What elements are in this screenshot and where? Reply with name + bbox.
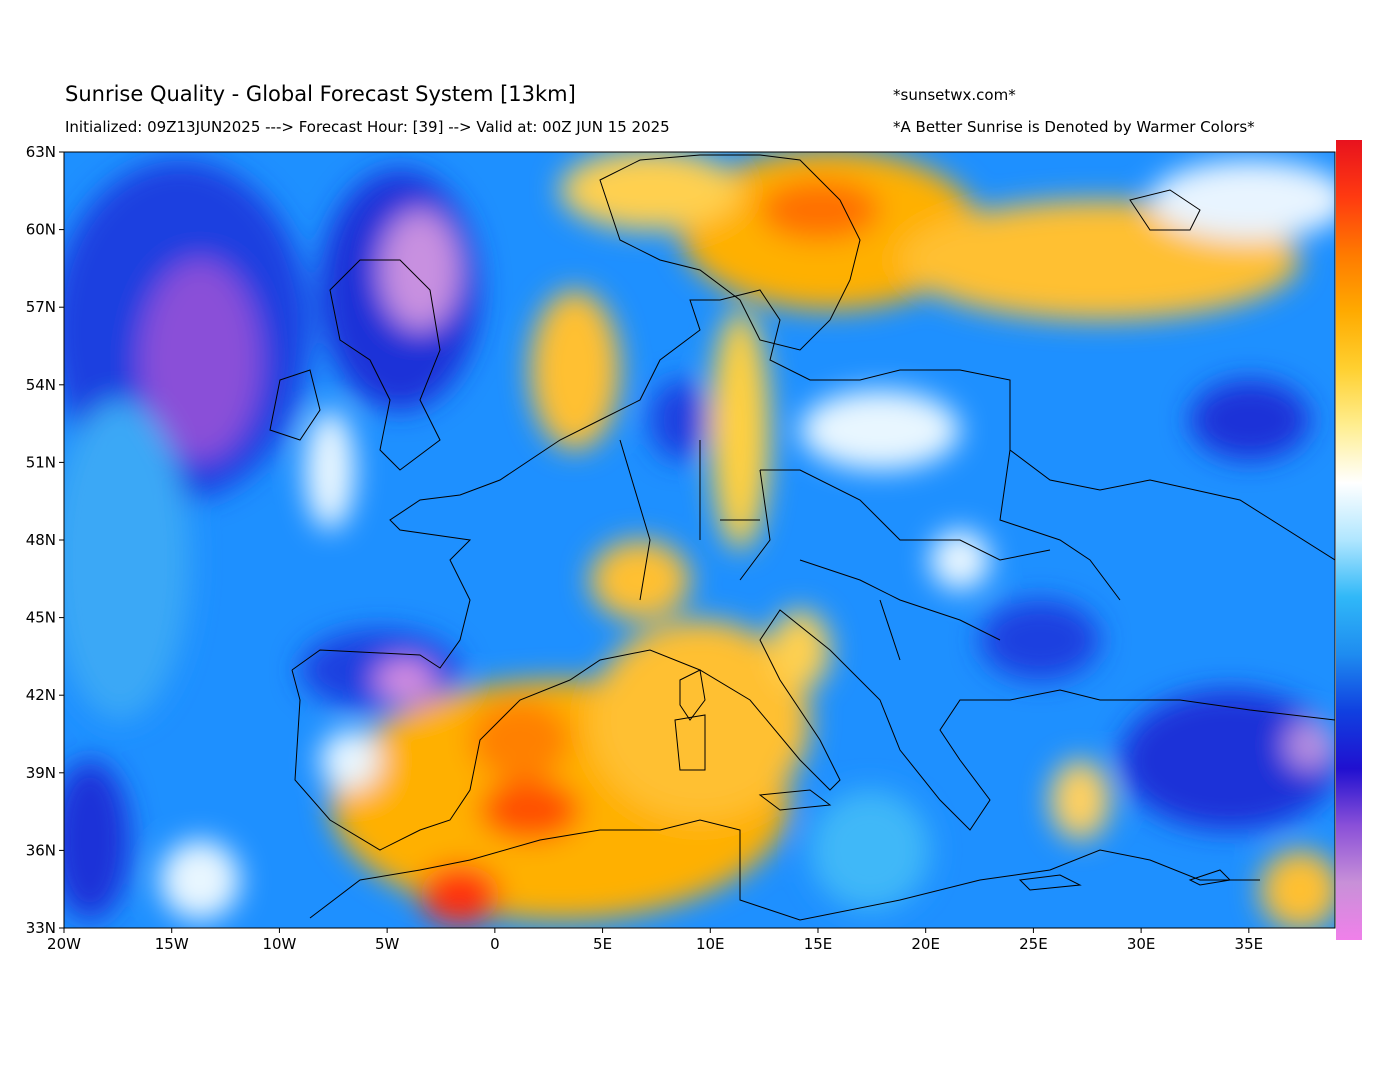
lon-tick-label: 5E bbox=[593, 935, 612, 953]
lat-tick-label: 33N bbox=[26, 919, 56, 937]
field-orange-spain bbox=[470, 700, 570, 780]
chart-subtitle: Initialized: 09Z13JUN2025 ---> Forecast … bbox=[65, 118, 670, 136]
field-purple-west bbox=[140, 260, 260, 460]
coast-corsica bbox=[679, 669, 706, 721]
coast-south-europe bbox=[291, 609, 1335, 851]
lat-tick-label: 45N bbox=[26, 609, 56, 627]
field-pink-biscay bbox=[375, 660, 435, 700]
field-purple-turkey bbox=[1285, 720, 1335, 770]
field-white-southwest bbox=[160, 840, 240, 920]
field-yellow-norway bbox=[560, 152, 740, 230]
lat-tick-label: 54N bbox=[26, 376, 56, 394]
coast-north-europe bbox=[291, 289, 1335, 671]
heatmap-field bbox=[64, 152, 1335, 928]
coastlines bbox=[269, 154, 1335, 921]
field-light-ionian bbox=[810, 790, 930, 910]
lon-tick-label: 15W bbox=[155, 935, 189, 953]
field-yellow-italy bbox=[770, 610, 830, 690]
lon-tick-label: 10W bbox=[262, 935, 296, 953]
field-deep-blue-benelux bbox=[650, 380, 710, 460]
lat-tick-label: 57N bbox=[26, 298, 56, 316]
coast-cyprus bbox=[1188, 869, 1232, 886]
coast-crete bbox=[1018, 874, 1082, 891]
lat-tick-label: 39N bbox=[26, 764, 56, 782]
field-white-northeast bbox=[1150, 160, 1335, 240]
field-red-scandinavia bbox=[760, 180, 880, 240]
lon-tick-label: 25E bbox=[1019, 935, 1048, 953]
field-deep-blue-turkey bbox=[1120, 690, 1335, 830]
field-yellow-france bbox=[590, 540, 690, 620]
field-white-portugal bbox=[320, 730, 380, 790]
lat-tick-label: 63N bbox=[26, 143, 56, 161]
lon-tick-label: 30E bbox=[1127, 935, 1156, 953]
lat-tick-label: 60N bbox=[26, 221, 56, 239]
country-borders bbox=[619, 439, 1121, 661]
lon-tick-label: 10E bbox=[696, 935, 725, 953]
field-yellow-med bbox=[590, 620, 810, 820]
lon-tick-label: 35E bbox=[1235, 935, 1264, 953]
chart-title: Sunrise Quality - Global Forecast System… bbox=[65, 82, 576, 106]
legend-note: *A Better Sunrise is Denoted by Warmer C… bbox=[893, 118, 1255, 136]
lon-tick-label: 20E bbox=[911, 935, 940, 953]
lat-tick-label: 51N bbox=[26, 453, 56, 471]
field-white-romania bbox=[930, 530, 990, 590]
field-white-channel bbox=[305, 410, 355, 530]
colorbar bbox=[1336, 140, 1362, 940]
lat-tick-label: 42N bbox=[26, 686, 56, 704]
field-red-morocco bbox=[420, 865, 500, 925]
coast-great-britain bbox=[329, 259, 441, 471]
field-red-algeria bbox=[480, 780, 580, 840]
coast-kola bbox=[1129, 189, 1201, 231]
field-yellow-northsea bbox=[530, 290, 620, 450]
coast-sicily bbox=[758, 789, 832, 811]
field-pink-uk bbox=[380, 210, 460, 330]
coast-north-africa bbox=[309, 819, 1260, 921]
lon-tick-label: 15E bbox=[804, 935, 833, 953]
lon-tick-label: 0 bbox=[490, 935, 500, 953]
lon-tick-label: 20W bbox=[47, 935, 81, 953]
coast-ireland bbox=[269, 369, 321, 441]
field-deep-blue-sw bbox=[64, 760, 130, 920]
field-yellow-aegean bbox=[1050, 760, 1110, 840]
field-light-west bbox=[64, 400, 190, 720]
coast-scandinavia bbox=[599, 154, 861, 351]
field-deep-blue-balkans bbox=[980, 600, 1100, 680]
field-yellow-central-band bbox=[710, 310, 770, 550]
lat-tick-label: 48N bbox=[26, 531, 56, 549]
lon-tick-label: 5W bbox=[375, 935, 400, 953]
field-yellow-levant bbox=[1260, 850, 1335, 928]
source-credit: *sunsetwx.com* bbox=[893, 86, 1016, 104]
field-deep-blue-russia bbox=[1190, 380, 1310, 460]
field-white-poland bbox=[800, 390, 960, 470]
coast-sardinia bbox=[674, 714, 706, 771]
lat-tick-label: 36N bbox=[26, 841, 56, 859]
